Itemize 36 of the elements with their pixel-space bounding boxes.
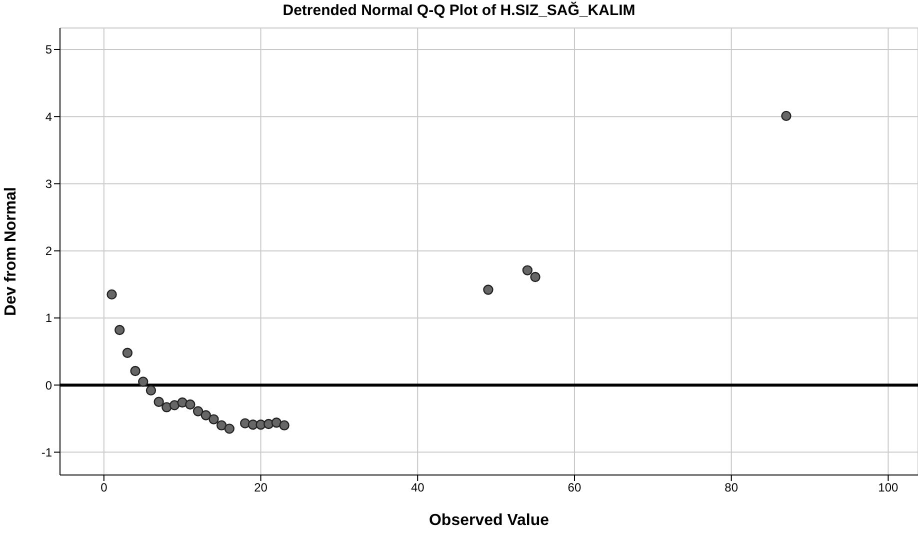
point — [169, 400, 180, 410]
point — [122, 348, 133, 358]
point — [224, 424, 235, 434]
x-tick-label: 40 — [410, 480, 425, 495]
x-tick-label: 80 — [724, 480, 738, 495]
point — [522, 265, 533, 276]
x-axis-title: Observed Value — [428, 512, 550, 529]
y-axis-title: Dev from Normal — [2, 187, 20, 316]
chart-title: Detrended Normal Q-Q Plot of H.SIZ_SAĞ_KALIM — [282, 2, 636, 19]
point — [138, 376, 148, 387]
point — [154, 396, 164, 407]
point — [192, 406, 204, 416]
y-tick-label: 3 — [45, 176, 52, 191]
point — [216, 420, 227, 430]
y-tick-label: -1 — [41, 445, 52, 460]
x-tick-label: 0 — [100, 480, 108, 495]
point — [200, 410, 211, 420]
point — [483, 284, 494, 295]
point — [106, 289, 117, 300]
point — [530, 272, 540, 282]
point — [130, 366, 140, 376]
x-tick-label: 60 — [568, 480, 582, 495]
x-tick-label: 20 — [254, 480, 268, 495]
point — [146, 385, 156, 396]
point — [781, 110, 792, 122]
point — [185, 399, 196, 410]
point — [271, 418, 282, 428]
y-tick-label: 2 — [45, 244, 52, 258]
y-tick-label: 5 — [45, 42, 52, 57]
y-tick-label: 0 — [45, 378, 52, 392]
y-tick-label: 4 — [45, 110, 52, 124]
x-tick-label: 100 — [878, 480, 899, 495]
point — [208, 414, 219, 424]
point — [114, 324, 125, 336]
y-tick-label: 1 — [45, 311, 52, 326]
point — [279, 420, 290, 430]
